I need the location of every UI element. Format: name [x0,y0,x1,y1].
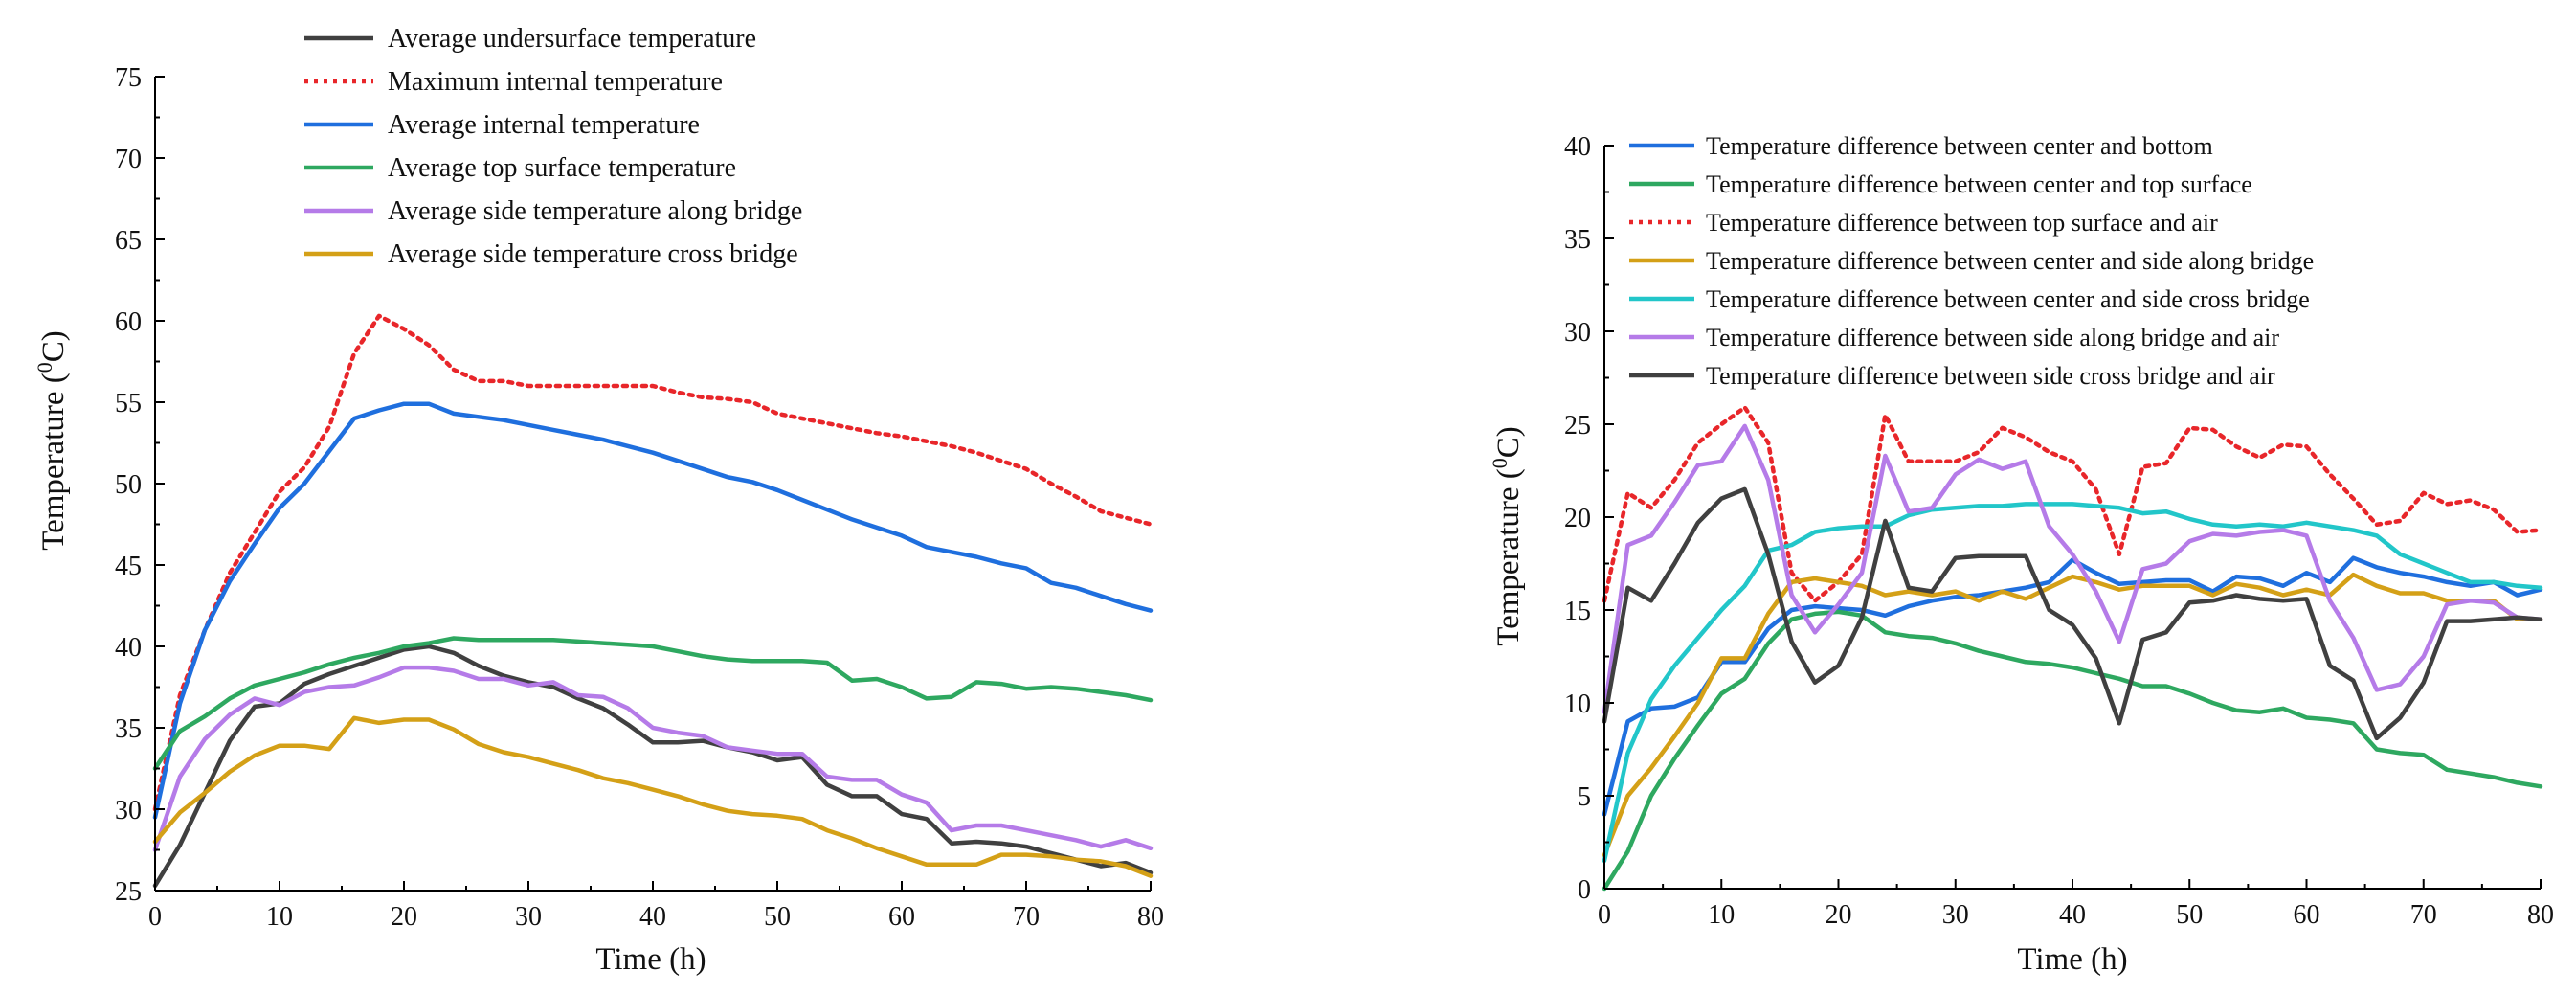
left-tick-labels: 0 10 20 30 40 50 60 70 80 25 30 35 40 45 50 55 60 65 70 75 [115,63,1164,932]
right-y-tick-label: 15 [1564,597,1591,626]
right-axes [1603,145,2542,890]
right-y-tick-label: 40 [1564,132,1591,162]
right-y-tick-label: 5 [1578,782,1591,812]
left-x-tick-label: 30 [515,902,542,932]
left-series-line-0 [152,644,1154,889]
left-x-axis-title: Time (h) [595,942,706,977]
left-legend-label-0: Average undersurface temperature [388,24,756,54]
left-y-tick-label: 45 [115,552,142,581]
right-x-tick-label: 80 [2527,900,2554,930]
right-y-axis-title-sup: 0 [1488,458,1512,468]
right-x-tick-label: 60 [2294,900,2320,930]
left-y-tick-label: 60 [115,307,142,337]
right-y-tick-label: 20 [1564,504,1591,533]
right-legend: Temperature difference between center an… [1629,132,2314,390]
right-x-axis-title: Time (h) [2017,942,2127,977]
left-x-tick-label: 80 [1137,902,1164,932]
right-y-tick-label: 10 [1564,689,1591,719]
right-series-line-2 [1602,405,2543,603]
right-series-line-5 [1602,423,2543,714]
right-chart: 0 10 20 30 40 50 60 70 80 0 5 10 15 20 25 30 35 40 Time (… [1488,132,2555,977]
left-y-tick-label: 40 [115,633,142,663]
right-y-axis-title: Temperature (0C) [1488,426,1527,646]
right-series-line-3 [1602,572,2543,858]
left-y-axis-title-main: Temperature ( [36,373,71,551]
left-series-line-1 [152,313,1154,812]
left-y-tick-label: 70 [115,145,142,174]
right-legend-label-0: Temperature difference between center an… [1706,132,2213,160]
right-y-tick-label: 35 [1564,225,1591,255]
left-series-line-3 [152,636,1154,771]
left-x-tick-label: 50 [764,902,791,932]
left-legend: Average undersurface temperature Maximum … [304,24,802,269]
right-x-tick-label: 70 [2410,900,2437,930]
left-x-tick-label: 0 [148,902,162,932]
right-x-tick-label: 50 [2176,900,2203,930]
right-x-tick-label: 20 [1826,900,1852,930]
left-y-tick-label: 30 [115,796,142,825]
right-legend-label-5: Temperature difference between side alon… [1706,324,2279,351]
left-y-axis-title: Temperature (0C) [33,330,72,551]
right-x-tick-label: 10 [1708,900,1735,930]
right-x-tick-label: 0 [1598,900,1611,930]
right-x-tick-label: 30 [1942,900,1969,930]
left-y-tick-label: 35 [115,714,142,744]
left-legend-label-2: Average internal temperature [388,110,700,140]
right-legend-label-4: Temperature difference between center an… [1706,285,2310,313]
left-y-axis-title-sup: 0 [33,362,56,373]
left-x-tick-label: 40 [639,902,666,932]
right-legend-label-3: Temperature difference between center an… [1706,247,2314,275]
right-legend-label-2: Temperature difference between top surfa… [1706,209,2218,237]
left-series-line-2 [152,401,1154,820]
right-series-line-0 [1602,555,2543,817]
left-y-axis-title-end: C) [36,330,71,362]
left-legend-label-1: Maximum internal temperature [388,67,723,97]
left-chart: 0 10 20 30 40 50 60 70 802530354045505560657075 … [33,24,1165,977]
left-series-group [152,313,1154,889]
right-tick-labels: 0 10 20 30 40 50 60 70 80 0 5 10 15 20 25 30 35 40 [1564,132,2554,930]
right-legend-label-1: Temperature difference between center an… [1706,170,2252,198]
right-series-line-6 [1602,486,2543,741]
left-legend-label-3: Average top surface temperature [388,153,736,183]
right-y-tick-label: 25 [1564,411,1591,441]
left-series-line-5 [152,715,1154,878]
left-y-tick-label: 25 [115,877,142,907]
right-legend-label-6: Temperature difference between side cros… [1706,362,2275,390]
left-y-tick-label: 65 [115,226,142,256]
left-series-line-4 [152,665,1154,852]
right-y-tick-label: 30 [1564,318,1591,348]
left-x-tick-label: 10 [266,902,293,932]
right-series-line-1 [1602,609,2543,892]
left-y-tick-label: 55 [115,389,142,418]
right-series-group [1602,405,2543,892]
left-legend-label-4: Average side temperature along bridge [388,196,802,226]
right-series-line-4 [1602,502,2543,864]
left-y-tick-label: 75 [115,63,142,93]
left-x-tick-label: 70 [1013,902,1040,932]
left-legend-label-5: Average side temperature cross bridge [388,239,798,269]
left-axes [154,76,1152,892]
right-y-axis-title-main: Temperature ( [1491,468,1526,646]
left-y-tick-label: 50 [115,470,142,500]
left-x-tick-label: 20 [391,902,417,932]
right-y-tick-label: 0 [1578,875,1591,905]
right-y-axis-title-end: C) [1491,426,1526,458]
left-x-tick-label: 60 [888,902,915,932]
right-x-tick-label: 40 [2059,900,2086,930]
